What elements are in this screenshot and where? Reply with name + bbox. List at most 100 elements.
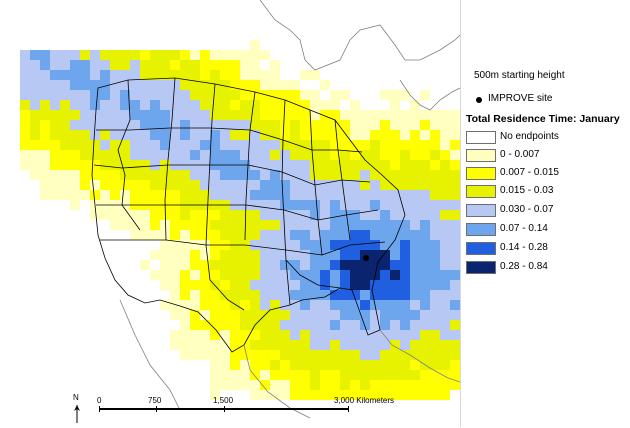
grid-cell bbox=[440, 270, 450, 280]
scale-tick-750: 750 bbox=[148, 396, 162, 405]
legend-swatch-4 bbox=[466, 204, 496, 217]
grid-cell bbox=[70, 60, 80, 70]
grid-cell bbox=[210, 150, 220, 160]
grid-cell bbox=[330, 100, 340, 110]
grid-cell bbox=[70, 170, 80, 180]
grid-cell bbox=[130, 190, 140, 200]
grid-cell bbox=[70, 140, 80, 150]
grid-cell bbox=[440, 210, 450, 220]
grid-cell bbox=[150, 60, 160, 70]
grid-cell bbox=[290, 260, 300, 270]
grid-cell bbox=[310, 260, 320, 270]
grid-cell bbox=[330, 230, 340, 240]
grid-cell bbox=[420, 210, 430, 220]
grid-cell bbox=[130, 150, 140, 160]
grid-cell bbox=[160, 270, 170, 280]
grid-cell bbox=[320, 280, 330, 290]
grid-cell bbox=[230, 100, 240, 110]
grid-cell bbox=[110, 120, 120, 130]
grid-cell bbox=[290, 270, 300, 280]
grid-cell bbox=[450, 360, 460, 370]
grid-cell bbox=[310, 330, 320, 340]
grid-cell bbox=[340, 250, 350, 260]
grid-cell bbox=[410, 260, 420, 270]
grid-cell bbox=[30, 140, 40, 150]
grid-cell bbox=[390, 120, 400, 130]
grid-cell bbox=[430, 130, 440, 140]
grid-cell bbox=[110, 80, 120, 90]
grid-cell bbox=[190, 170, 200, 180]
grid-cell bbox=[60, 90, 70, 100]
grid-cell bbox=[200, 110, 210, 120]
grid-cell bbox=[380, 180, 390, 190]
grid-cell bbox=[180, 230, 190, 240]
grid-cell bbox=[410, 320, 420, 330]
grid-cell bbox=[450, 210, 460, 220]
grid-cell bbox=[330, 390, 340, 400]
grid-cell bbox=[250, 200, 260, 210]
grid-cell bbox=[440, 260, 450, 270]
grid-cell bbox=[380, 160, 390, 170]
grid-cell bbox=[240, 90, 250, 100]
grid-cell bbox=[230, 340, 240, 350]
grid-cell bbox=[80, 160, 90, 170]
grid-cell bbox=[80, 170, 90, 180]
grid-cell bbox=[230, 110, 240, 120]
grid-cell bbox=[140, 160, 150, 170]
grid-cell bbox=[310, 170, 320, 180]
grid-cell bbox=[220, 110, 230, 120]
grid-cell bbox=[190, 280, 200, 290]
grid-cell bbox=[180, 60, 190, 70]
grid-cell bbox=[200, 310, 210, 320]
grid-cell bbox=[270, 390, 280, 400]
grid-cell bbox=[140, 110, 150, 120]
grid-cell bbox=[390, 300, 400, 310]
map-canvas bbox=[20, 0, 460, 419]
grid-cell bbox=[380, 90, 390, 100]
grid-cell bbox=[390, 190, 400, 200]
grid-cell bbox=[230, 260, 240, 270]
grid-cell bbox=[440, 200, 450, 210]
grid-cell bbox=[350, 330, 360, 340]
grid-cell bbox=[400, 360, 410, 370]
grid-cell bbox=[270, 350, 280, 360]
grid-cell bbox=[350, 110, 360, 120]
grid-cell bbox=[40, 170, 50, 180]
grid-cell bbox=[150, 70, 160, 80]
grid-cell bbox=[120, 110, 130, 120]
grid-cell bbox=[50, 160, 60, 170]
grid-cell bbox=[160, 230, 170, 240]
grid-cell bbox=[420, 390, 430, 400]
grid-cell bbox=[350, 180, 360, 190]
grid-cell bbox=[310, 390, 320, 400]
grid-cell bbox=[410, 180, 420, 190]
grid-cell bbox=[380, 380, 390, 390]
grid-cell bbox=[150, 190, 160, 200]
grid-cell bbox=[200, 150, 210, 160]
grid-cell bbox=[320, 260, 330, 270]
grid-cell bbox=[320, 150, 330, 160]
grid-cell bbox=[190, 320, 200, 330]
grid-cell bbox=[440, 110, 450, 120]
grid-cell bbox=[150, 100, 160, 110]
grid-cell bbox=[400, 380, 410, 390]
grid-cell bbox=[330, 240, 340, 250]
grid-cell bbox=[200, 330, 210, 340]
grid-cell bbox=[390, 170, 400, 180]
grid-cell bbox=[310, 230, 320, 240]
grid-cell bbox=[250, 170, 260, 180]
grid-cell bbox=[40, 100, 50, 110]
grid-cell bbox=[420, 260, 430, 270]
grid-cell bbox=[60, 160, 70, 170]
grid-cell bbox=[380, 120, 390, 130]
grid-cell bbox=[140, 170, 150, 180]
grid-cell bbox=[440, 280, 450, 290]
grid-cell bbox=[240, 130, 250, 140]
grid-cell bbox=[400, 200, 410, 210]
legend-label-1: 0 - 0.007 bbox=[500, 149, 540, 160]
grid-cell bbox=[260, 270, 270, 280]
grid-cell bbox=[30, 170, 40, 180]
grid-cell bbox=[390, 340, 400, 350]
grid-cell bbox=[240, 310, 250, 320]
grid-cell bbox=[270, 90, 280, 100]
